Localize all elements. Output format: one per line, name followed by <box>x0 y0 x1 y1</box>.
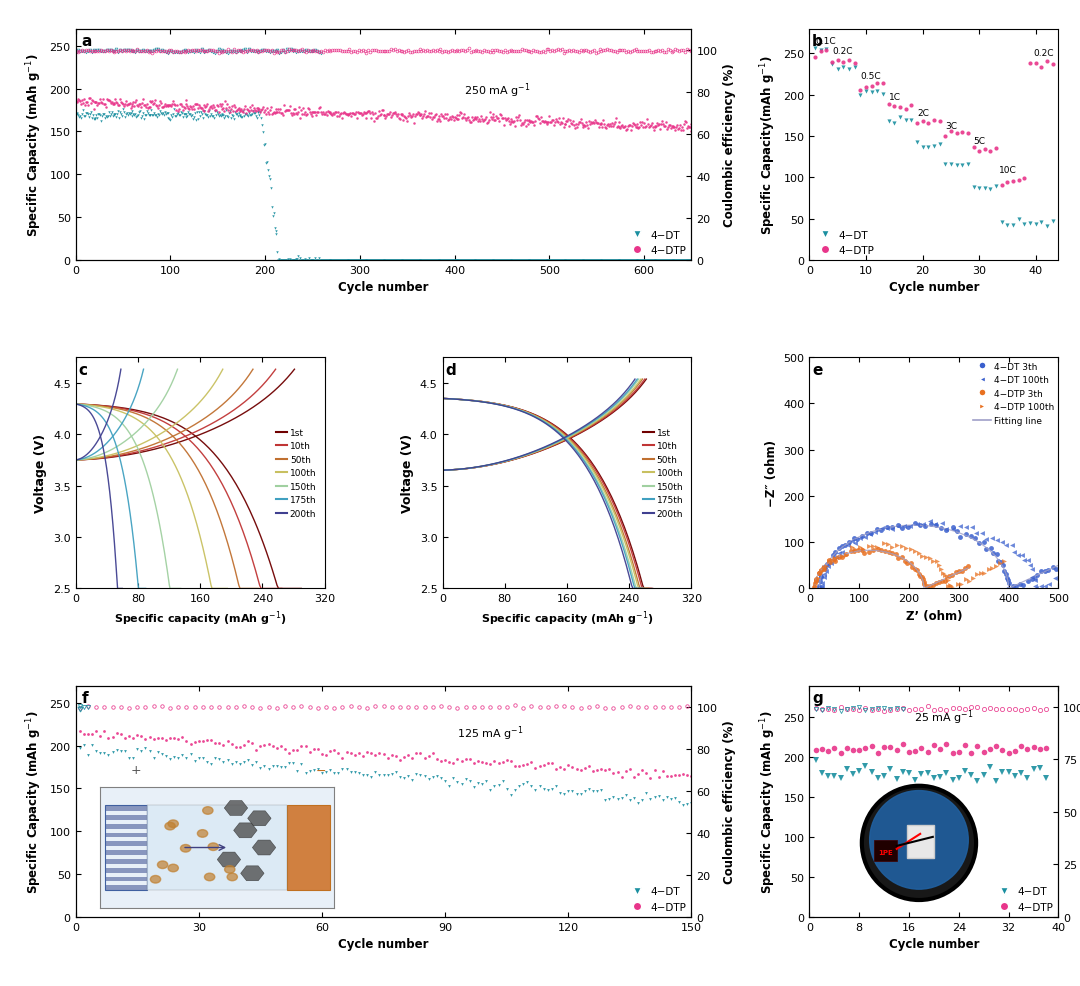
X-axis label: Cycle number: Cycle number <box>338 938 429 951</box>
Y-axis label: Specific Capacity(mAh g$^{-1}$): Specific Capacity(mAh g$^{-1}$) <box>758 55 778 235</box>
Legend: 4−DT, 4−DTP: 4−DT, 4−DTP <box>814 231 875 255</box>
Legend: 1st, 10th, 50th, 100th, 150th, 175th, 200th: 1st, 10th, 50th, 100th, 150th, 175th, 20… <box>272 425 320 522</box>
Legend: 4−DT, 4−DTP: 4−DT, 4−DTP <box>626 231 686 255</box>
Text: +: + <box>131 764 141 777</box>
X-axis label: Cycle number: Cycle number <box>889 938 980 951</box>
Text: b: b <box>812 35 823 49</box>
Text: 250 mA g$^{-1}$: 250 mA g$^{-1}$ <box>463 81 530 100</box>
Text: 0.2C: 0.2C <box>832 47 852 56</box>
Legend: 4−DT, 4−DTP: 4−DT, 4−DTP <box>994 886 1053 912</box>
X-axis label: Specific capacity (mAh g$^{-1}$): Specific capacity (mAh g$^{-1}$) <box>113 609 286 628</box>
X-axis label: Specific capacity (mAh g$^{-1}$): Specific capacity (mAh g$^{-1}$) <box>481 609 653 628</box>
Y-axis label: Specific Capacity (mAh g$^{-1}$): Specific Capacity (mAh g$^{-1}$) <box>758 710 778 893</box>
Text: 1C: 1C <box>889 93 901 102</box>
Legend: 1st, 10th, 50th, 100th, 150th, 175th, 200th: 1st, 10th, 50th, 100th, 150th, 175th, 20… <box>639 425 687 522</box>
Text: 0.5C: 0.5C <box>861 72 881 81</box>
Y-axis label: Voltage (V): Voltage (V) <box>402 434 415 513</box>
Y-axis label: Voltage (V): Voltage (V) <box>35 434 48 513</box>
Text: g: g <box>812 690 823 706</box>
Text: f: f <box>82 690 89 706</box>
Y-axis label: Specific Capacity (mAh g$^{-1}$): Specific Capacity (mAh g$^{-1}$) <box>25 710 44 893</box>
Y-axis label: Coulombic efficiency (%): Coulombic efficiency (%) <box>723 720 735 883</box>
Text: 10C: 10C <box>999 166 1016 175</box>
Text: 2C: 2C <box>917 109 929 118</box>
Legend: 4−DT 3th, 4−DT 100th, 4−DTP 3th, 4−DTP 100th, Fitting line: 4−DT 3th, 4−DT 100th, 4−DTP 3th, 4−DTP 1… <box>973 362 1054 425</box>
Text: c: c <box>78 363 87 378</box>
Text: 125 mA g$^{-1}$: 125 mA g$^{-1}$ <box>458 724 524 742</box>
Text: 0.1C: 0.1C <box>815 37 836 46</box>
Text: 0.2C: 0.2C <box>1032 49 1053 58</box>
X-axis label: Cycle number: Cycle number <box>338 281 429 294</box>
Y-axis label: Specific Capacity (mAh g$^{-1}$): Specific Capacity (mAh g$^{-1}$) <box>25 53 44 237</box>
Text: d: d <box>445 363 456 378</box>
Text: e: e <box>812 363 822 378</box>
Legend: 4−DT, 4−DTP: 4−DT, 4−DTP <box>626 886 686 912</box>
Text: 25 mA g$^{-1}$: 25 mA g$^{-1}$ <box>914 707 973 726</box>
Text: 5C: 5C <box>973 137 986 146</box>
X-axis label: Cycle number: Cycle number <box>889 281 980 294</box>
Text: 3C: 3C <box>945 121 957 130</box>
Y-axis label: Coulombic efficiency (%): Coulombic efficiency (%) <box>723 63 735 227</box>
Text: −: − <box>315 764 326 777</box>
X-axis label: Z’ (ohm): Z’ (ohm) <box>906 609 962 622</box>
Text: a: a <box>82 35 92 49</box>
Y-axis label: −Z″ (ohm): −Z″ (ohm) <box>765 440 778 507</box>
